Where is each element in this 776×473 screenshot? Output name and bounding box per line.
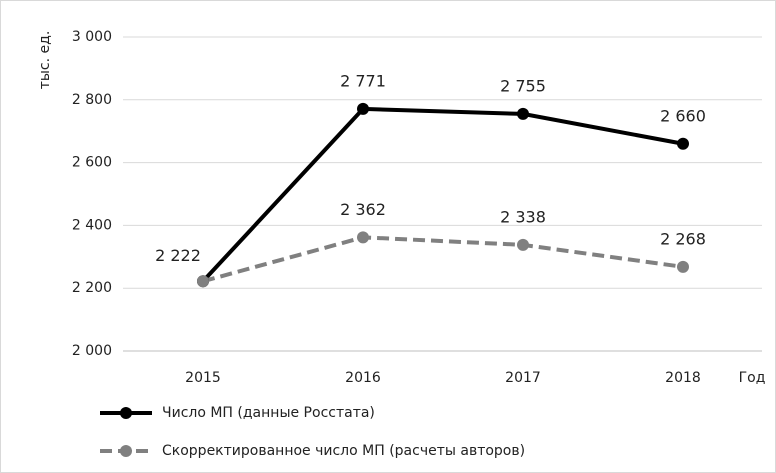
point — [517, 238, 529, 251]
x-tick-label: 2017 — [505, 370, 541, 386]
legend-marker — [120, 407, 132, 419]
value-label: 2 362 — [340, 200, 386, 219]
y-tick-label: 2 200 — [72, 280, 112, 296]
legend-label: Число МП (данные Росстата) — [162, 405, 375, 421]
value-label: 2 338 — [500, 207, 546, 226]
x-axis-label: Год — [739, 370, 766, 386]
y-axis-label: тыс. ед. — [37, 31, 53, 90]
point — [197, 275, 209, 288]
point — [677, 260, 689, 273]
series-line — [201, 106, 684, 283]
value-label: 2 268 — [660, 229, 706, 248]
y-tick-label: 2 000 — [72, 343, 112, 359]
legend-label: Скорректированное число МП (расчеты авто… — [162, 443, 525, 459]
legend-marker — [120, 445, 132, 457]
point — [357, 231, 369, 244]
value-label: 2 771 — [340, 71, 386, 90]
point — [517, 107, 529, 120]
x-tick-label: 2016 — [345, 370, 381, 386]
value-label: 2 755 — [500, 76, 546, 95]
y-tick-label: 2 600 — [72, 155, 112, 171]
y-tick-label: 3 000 — [72, 29, 112, 45]
value-label: 2 222 — [155, 246, 201, 265]
point — [357, 102, 369, 115]
series-line — [202, 235, 684, 284]
y-tick-label: 2 800 — [72, 92, 112, 108]
point — [677, 137, 689, 150]
y-tick-label: 2 400 — [72, 217, 112, 233]
x-tick-label: 2015 — [185, 370, 221, 386]
x-tick-label: 2018 — [665, 370, 701, 386]
value-label: 2 660 — [660, 106, 706, 125]
